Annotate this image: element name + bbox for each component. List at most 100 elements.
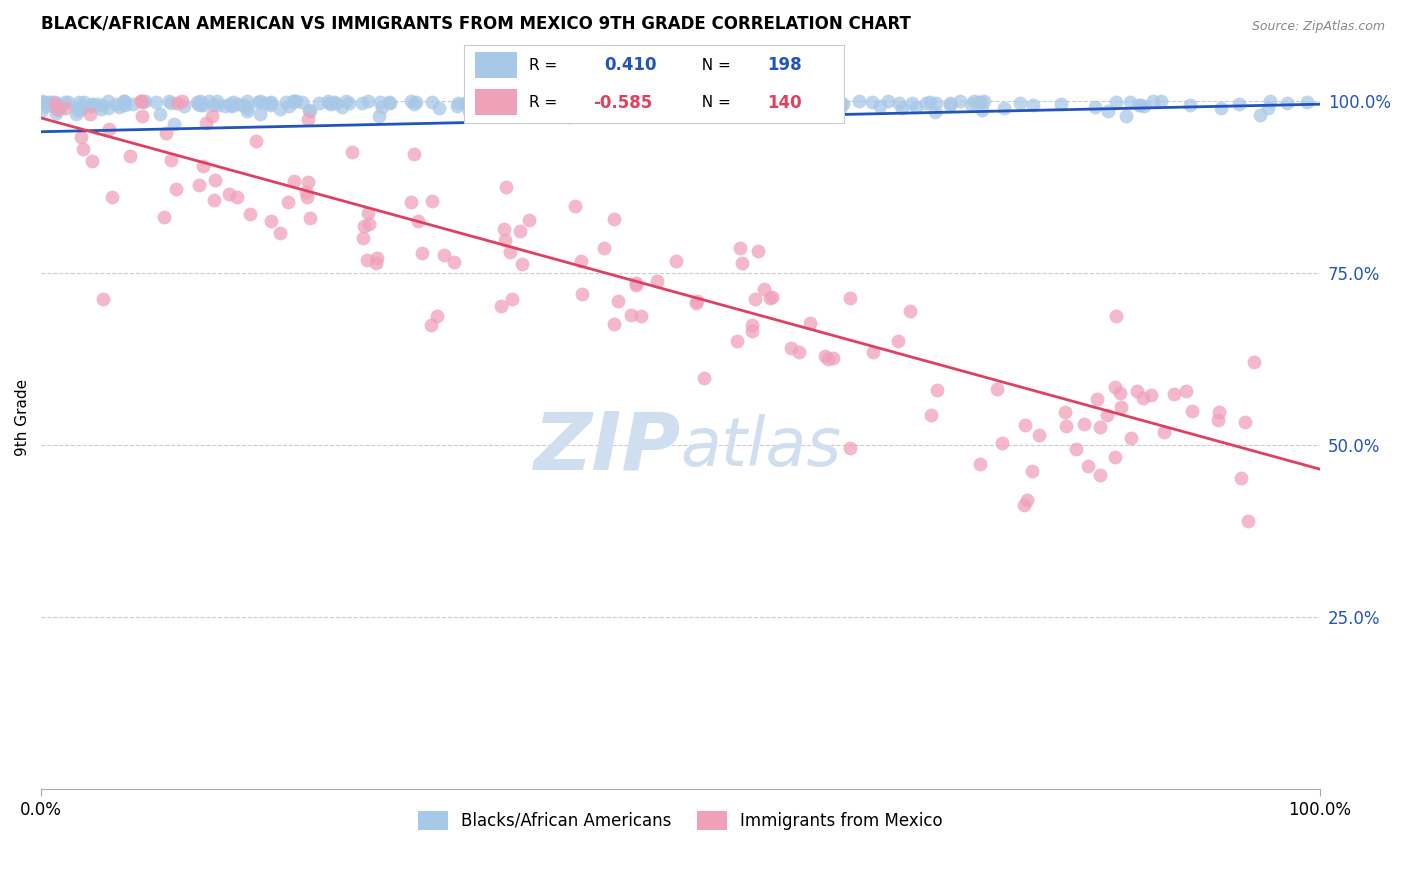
Point	[561, 102, 583, 116]
Point	[1010, 96, 1032, 111]
Point	[69, 103, 91, 118]
Point	[973, 94, 995, 108]
Point	[1249, 108, 1271, 122]
Point	[1088, 468, 1111, 483]
Point	[366, 256, 388, 270]
Text: 198: 198	[768, 56, 803, 74]
Point	[246, 95, 269, 109]
Point	[1064, 442, 1087, 456]
Point	[129, 94, 152, 108]
Point	[366, 252, 388, 266]
Point	[134, 94, 156, 108]
Point	[79, 97, 101, 112]
Point	[335, 94, 357, 108]
Point	[706, 97, 728, 112]
Point	[478, 100, 501, 114]
Text: 140: 140	[768, 94, 803, 112]
Point	[817, 351, 839, 366]
Point	[65, 107, 87, 121]
Point	[1128, 97, 1150, 112]
Point	[114, 94, 136, 108]
Point	[39, 95, 62, 109]
Point	[501, 293, 523, 307]
Point	[1181, 403, 1204, 417]
Point	[340, 145, 363, 160]
Bar	[475, 53, 517, 78]
Point	[758, 103, 780, 117]
Point	[787, 345, 810, 359]
Point	[571, 287, 593, 301]
Point	[1243, 354, 1265, 368]
Point	[741, 324, 763, 338]
Point	[839, 441, 862, 455]
Point	[686, 293, 709, 308]
Point	[457, 95, 479, 110]
Point	[862, 344, 884, 359]
Point	[274, 95, 297, 109]
Point	[838, 291, 860, 305]
Point	[499, 244, 522, 259]
Point	[269, 226, 291, 240]
Point	[607, 293, 630, 308]
Point	[443, 255, 465, 269]
Point	[173, 98, 195, 112]
Point	[1206, 413, 1229, 427]
Point	[1085, 392, 1108, 407]
Point	[770, 105, 793, 120]
Point	[202, 98, 225, 112]
Point	[221, 99, 243, 113]
Point	[446, 99, 468, 113]
Point	[357, 206, 380, 220]
Point	[993, 101, 1015, 115]
Point	[46, 99, 69, 113]
Point	[66, 99, 89, 113]
Point	[356, 252, 378, 267]
Point	[97, 101, 120, 115]
Point	[828, 97, 851, 112]
Point	[48, 100, 70, 114]
Point	[72, 142, 94, 156]
Point	[165, 182, 187, 196]
Point	[226, 97, 249, 112]
Point	[1105, 95, 1128, 109]
Point	[298, 104, 321, 119]
Point	[419, 318, 441, 332]
Point	[46, 103, 69, 117]
Point	[426, 309, 449, 323]
Point	[1275, 95, 1298, 110]
Text: Source: ZipAtlas.com: Source: ZipAtlas.com	[1251, 20, 1385, 33]
Point	[606, 95, 628, 109]
Point	[253, 95, 276, 110]
Point	[91, 292, 114, 306]
Point	[963, 94, 986, 108]
Point	[458, 103, 481, 118]
Point	[516, 102, 538, 116]
Point	[131, 109, 153, 123]
Point	[1295, 95, 1317, 109]
Point	[53, 95, 76, 109]
Point	[938, 95, 960, 110]
Point	[368, 109, 391, 123]
Point	[949, 94, 972, 108]
Point	[1104, 380, 1126, 394]
Point	[35, 95, 58, 110]
Point	[1153, 425, 1175, 440]
Point	[591, 94, 613, 108]
Point	[675, 95, 697, 109]
Point	[1121, 432, 1143, 446]
Point	[823, 351, 845, 365]
Point	[728, 97, 751, 112]
Point	[46, 103, 69, 117]
Point	[170, 94, 193, 108]
Point	[759, 291, 782, 305]
Point	[1209, 101, 1232, 115]
Point	[1227, 97, 1250, 112]
Point	[31, 94, 53, 108]
Point	[195, 116, 218, 130]
Point	[1012, 498, 1035, 512]
Point	[1140, 388, 1163, 402]
Point	[1104, 450, 1126, 465]
Point	[454, 95, 477, 110]
Legend: Blacks/African Americans, Immigrants from Mexico: Blacks/African Americans, Immigrants fro…	[412, 804, 949, 837]
Point	[564, 199, 586, 213]
